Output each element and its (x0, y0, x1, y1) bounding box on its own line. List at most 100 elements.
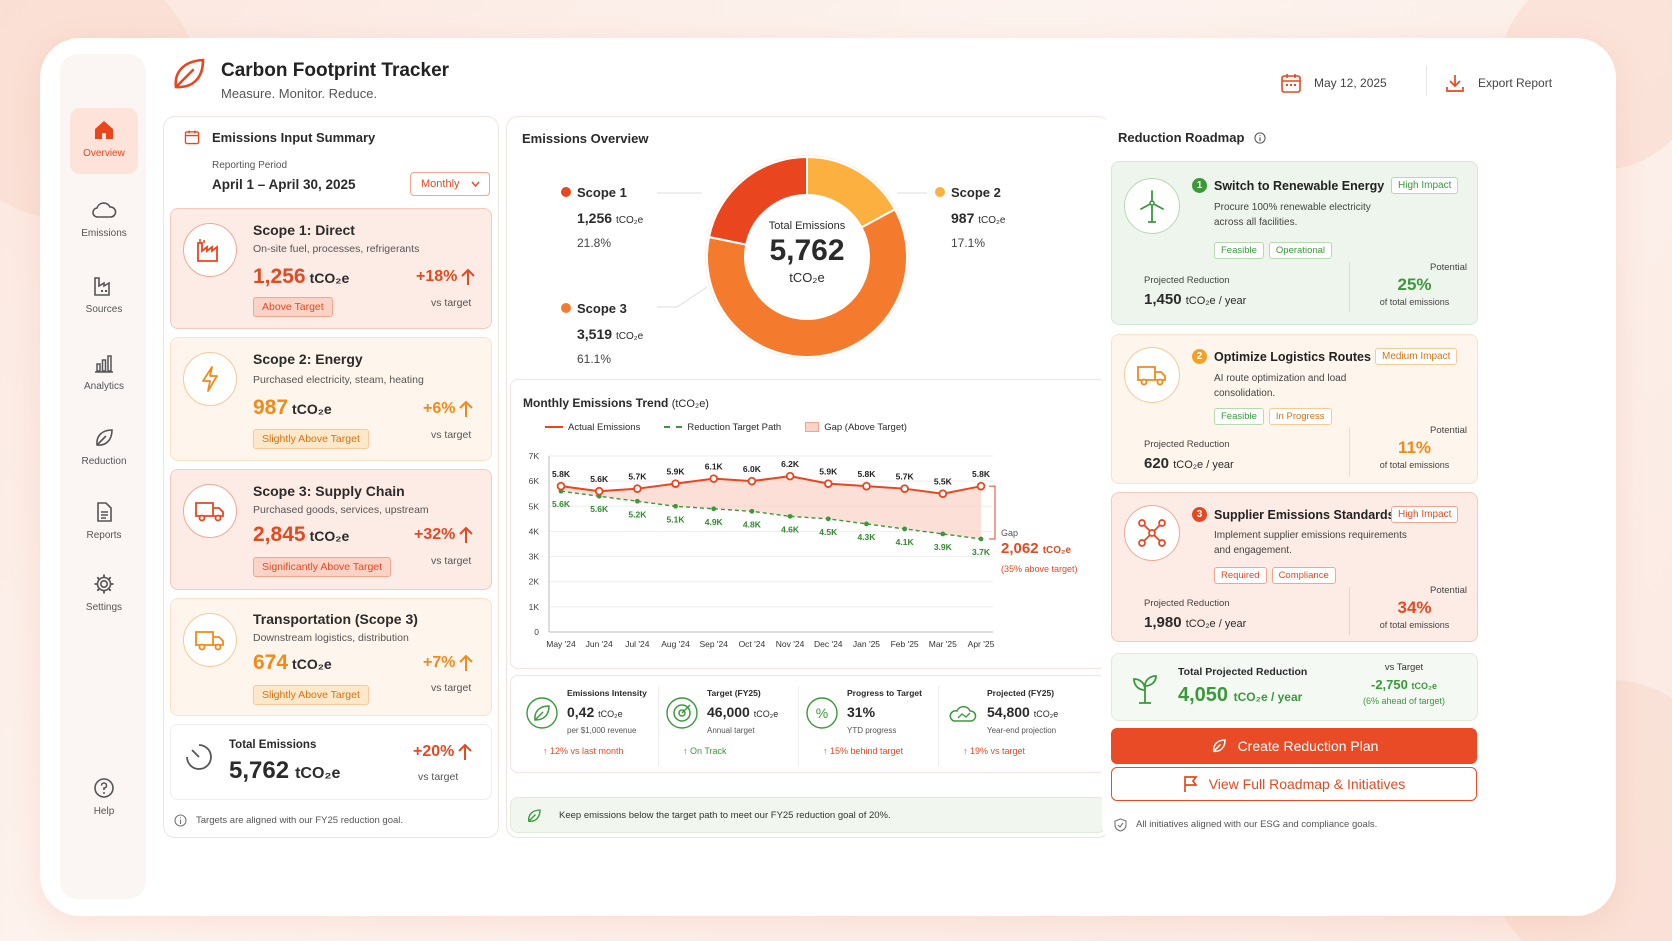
sidebar-item-settings[interactable]: Settings (70, 562, 138, 628)
current-date: May 12, 2025 (1314, 76, 1387, 90)
sidebar-item-help[interactable]: Help (70, 766, 138, 832)
target-point (673, 503, 678, 509)
projected-value-number: 1,980 (1144, 614, 1182, 631)
transportation-card[interactable]: Transportation (Scope 3) Downstream logi… (170, 598, 492, 716)
tag: In Progress (1268, 408, 1332, 425)
create-reduction-plan-button[interactable]: Create Reduction Plan (1111, 728, 1477, 764)
legend-target: Reduction Target Path (664, 422, 781, 433)
tag: Required (1214, 567, 1267, 584)
button-label: Create Reduction Plan (1237, 738, 1379, 754)
view-roadmap-button[interactable]: View Full Roadmap & Initiatives (1111, 767, 1477, 801)
initiative-tags: Feasible Operational (1214, 240, 1337, 259)
initiative-desc-line: Implement supplier emissions requirement… (1214, 530, 1407, 541)
target-point (711, 506, 717, 512)
potential-label: Potential (1430, 425, 1467, 436)
frequency-select[interactable]: Monthly (410, 172, 490, 196)
sidebar-item-label: Reduction (81, 456, 127, 467)
target-point (749, 508, 755, 514)
total-change-pct: +20% (413, 743, 455, 760)
tag: Feasible (1214, 242, 1264, 259)
actual-point (709, 474, 719, 483)
kpi-value-number: 54,800 (987, 704, 1030, 720)
reduction-roadmap-panel: Reduction Roadmap 1 Switch to Renewable … (1102, 116, 1488, 838)
total-reduction-unit: tCO₂e / year (1233, 690, 1303, 704)
calendar-icon (1281, 74, 1301, 93)
initiative-title: Switch to Renewable Energy (1214, 179, 1385, 193)
legend-gap-label: Gap (Above Target) (824, 422, 907, 433)
period-label: Reporting Period (212, 160, 288, 171)
target-data-label: 5.2K (628, 509, 647, 519)
vs-target-label: vs target (431, 555, 472, 567)
actual-point (747, 476, 757, 486)
actual-data-label: 6.0K (743, 464, 762, 474)
kpi-change: ↑ 19% vs target (963, 746, 1026, 756)
info-icon[interactable] (1254, 132, 1266, 144)
gap-value-unit: tCO₂e (1042, 545, 1072, 556)
gap-value-number: 2,062 (1001, 540, 1039, 557)
potential: Potential 34% of total emissions (1362, 585, 1467, 630)
scope-title: Scope 1: Direct (253, 222, 355, 238)
wind-turbine-icon (1124, 178, 1180, 234)
donut-center-label: Total Emissions (768, 220, 846, 232)
projected-value: 1,980 tCO₂e / year (1144, 614, 1246, 631)
scope-desc: On-site fuel, processes, refrigerants (253, 243, 420, 255)
export-report-button[interactable]: Export Report (1444, 72, 1552, 94)
roadmap-item-supplier[interactable]: 3 Supplier Emissions Standards High Impa… (1111, 492, 1478, 642)
status-badge: Significantly Above Target (253, 557, 392, 577)
total-reduction-label: Total Projected Reduction (1178, 666, 1308, 678)
roadmap-item-logistics[interactable]: 2 Optimize Logistics Routes Medium Impac… (1111, 334, 1478, 484)
kpi-label: Emissions Intensity (567, 688, 647, 698)
roadmap-item-renewable[interactable]: 1 Switch to Renewable Energy High Impact… (1111, 161, 1478, 325)
trend-title-unit: (tCO₂e) (671, 398, 709, 410)
kpi-value: 46,000 tCO₂e (707, 704, 778, 720)
svg-text:%: % (816, 705, 828, 721)
arrow-up-icon (459, 654, 474, 671)
kpi-change-text: 19% vs target (970, 746, 1026, 756)
sidebar-item-sources[interactable]: Sources (70, 264, 138, 330)
sidebar-item-analytics[interactable]: Analytics (70, 341, 138, 407)
x-tick-label: Jan '25 (853, 639, 880, 649)
gap-area (561, 476, 981, 539)
kpi-label: Target (FY25) (707, 688, 761, 698)
kpi-change: ↑ 12% vs last month (543, 746, 624, 756)
initiative-desc: AI route optimization and load consolidat… (1214, 371, 1346, 401)
kpi-tile: Target (FY25) 46,000 tCO₂e Annual target ↑ … (661, 686, 799, 766)
projected-value-unit: tCO₂e / year (1185, 295, 1247, 307)
x-tick-label: Aug '24 (661, 639, 690, 649)
total-emissions-card: Total Emissions 5,762 tCO₂e +20% vs targe… (170, 724, 492, 800)
sidebar-item-overview[interactable]: Overview (70, 108, 138, 174)
x-tick-label: May '24 (546, 639, 576, 649)
kpi-change-text: 12% vs last month (550, 746, 624, 756)
sidebar-item-emissions[interactable]: Emissions (70, 188, 138, 254)
target-point (634, 498, 640, 504)
trend-title: Monthly Emissions Trend (tCO₂e) (523, 396, 709, 410)
footnote: Targets are aligned with our FY25 reduct… (196, 815, 404, 826)
sidebar-item-reports[interactable]: Reports (70, 490, 138, 556)
potential-value: 34% (1397, 598, 1432, 617)
scope-change: +6% (423, 400, 474, 418)
trend-chart: 0 1K 2K 3K 4K 5K 6K 7K May '24 Jun '24 Jul '24 Aug … (529, 451, 996, 649)
scope-2-card[interactable]: Scope 2: Energy Purchased electricity, s… (170, 337, 492, 461)
panel-title: Emissions Overview (522, 131, 649, 146)
total-label: Total Emissions (229, 739, 317, 751)
sidebar-item-reduction[interactable]: Reduction (70, 416, 138, 482)
scope-3-card[interactable]: Scope 3: Supply Chain Purchased goods, s… (170, 469, 492, 590)
kpi-change: ↑ 15% behind target (823, 746, 904, 756)
x-tick-label: Oct '24 (739, 639, 766, 649)
initiative-desc-line: across all facilities. (1214, 217, 1298, 228)
flag-icon (1183, 776, 1198, 792)
kpi-label: Progress to Target (847, 688, 922, 698)
arrow-up-icon (459, 526, 474, 543)
sidebar-item-label: Help (93, 806, 115, 817)
x-tick-label: Apr '25 (968, 639, 995, 649)
scope-1-card[interactable]: Scope 1: Direct On-site fuel, processes,… (170, 208, 492, 329)
legend-actual-label: Actual Emissions (568, 422, 641, 433)
date-picker[interactable]: May 12, 2025 (1280, 72, 1387, 94)
projected-value-number: 1,450 (1144, 291, 1182, 308)
total-reduction-number: 4,050 (1178, 684, 1229, 706)
kpi-value: 0,42 tCO₂e (567, 704, 623, 720)
document-icon (97, 502, 112, 522)
app-subtitle: Measure. Monitor. Reduce. (221, 86, 378, 101)
sidebar: Overview Emissions Sources Analytics Red… (60, 54, 146, 899)
sidebar-item-label: Sources (85, 304, 123, 315)
